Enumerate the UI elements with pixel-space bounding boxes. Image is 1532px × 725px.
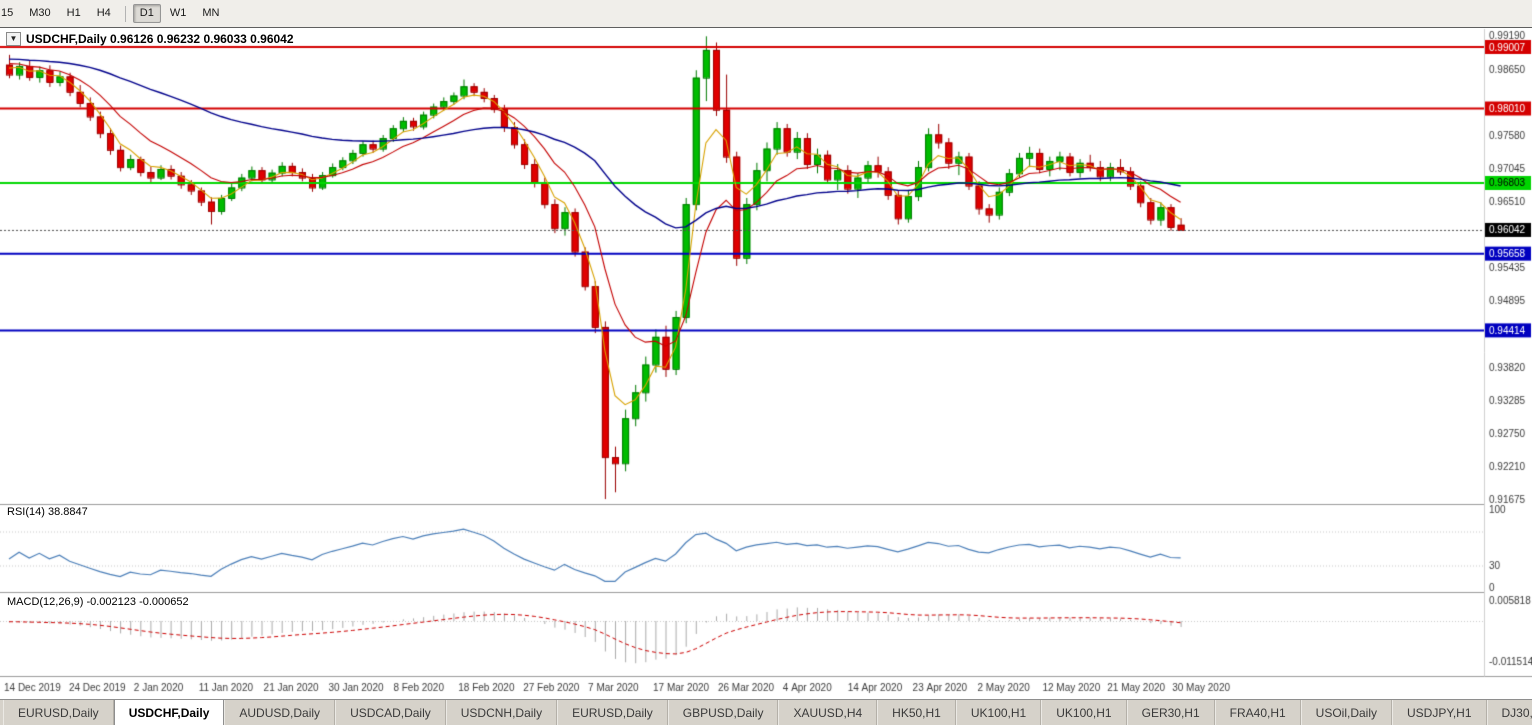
chart-symbol-ohlc-title: USDCHF,Daily 0.96126 0.96232 0.96033 0.9… bbox=[26, 32, 294, 46]
chart-tab-usdjpy-h1[interactable]: USDJPY,H1 bbox=[1392, 700, 1487, 725]
chart-tab-usdcad-daily[interactable]: USDCAD,Daily bbox=[335, 700, 446, 725]
timeframe-button-m30[interactable]: M30 bbox=[29, 7, 51, 19]
chart-dropdown-button[interactable]: ▼ bbox=[6, 32, 21, 46]
timeframe-button-mn[interactable]: MN bbox=[202, 7, 220, 19]
chart-tab-hk50-h1[interactable]: HK50,H1 bbox=[877, 700, 956, 725]
timeframe-button-d1[interactable]: D1 bbox=[132, 4, 161, 23]
chart-tab-usoil-daily[interactable]: USOil,Daily bbox=[1300, 700, 1393, 725]
macd-indicator-label: MACD(12,26,9) -0.002123 -0.000652 bbox=[7, 596, 189, 608]
chart-tab-uk100-h1[interactable]: UK100,H1 bbox=[955, 700, 1042, 725]
timeframe-toolbar: 15 M30 H1 H4 D1 W1 MN bbox=[0, 0, 1532, 28]
timeframe-button-h1[interactable]: H1 bbox=[66, 7, 81, 19]
timeframe-button-h4[interactable]: H4 bbox=[96, 7, 111, 19]
chart-tab-fra40-h1[interactable]: FRA40,H1 bbox=[1214, 700, 1301, 725]
chart-tab-ger30-h1[interactable]: GER30,H1 bbox=[1126, 700, 1215, 725]
chart-tabs-bar: EURUSD,Daily USDCHF,Daily AUDUSD,Daily USDC… bbox=[0, 699, 1532, 725]
timeframe-button-15[interactable]: 15 bbox=[1, 7, 14, 19]
chart-tab-eurusd-daily[interactable]: EURUSD,Daily bbox=[557, 700, 668, 725]
chart-title-bar: ▼ USDCHF,Daily 0.96126 0.96232 0.96033 0… bbox=[6, 32, 294, 46]
chart-tab-xauusd-h4[interactable]: XAUUSD,H4 bbox=[778, 700, 878, 725]
toolbar-separator bbox=[124, 5, 126, 22]
chart-tab-dj30-h1[interactable]: DJ30,H1 bbox=[1486, 700, 1532, 725]
chart-tab-usdcnh-daily[interactable]: USDCNH,Daily bbox=[445, 700, 558, 725]
chart-tab-eurusd-daily[interactable]: EURUSD,Daily bbox=[3, 700, 114, 725]
timeframe-button-w1[interactable]: W1 bbox=[169, 7, 187, 19]
chart-tab-usdchf-daily[interactable]: USDCHF,Daily bbox=[113, 699, 225, 725]
chart-tab-audusd-daily[interactable]: AUDUSD,Daily bbox=[224, 700, 336, 725]
chart-tab-gbpusd-daily[interactable]: GBPUSD,Daily bbox=[667, 700, 779, 725]
chart-tab-uk100-h1[interactable]: UK100,H1 bbox=[1041, 700, 1127, 725]
rsi-indicator-label: RSI(14) 38.8847 bbox=[7, 506, 88, 518]
